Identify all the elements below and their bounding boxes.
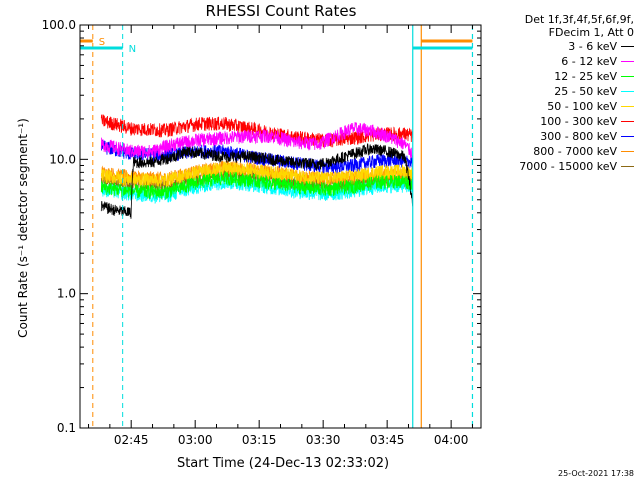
legend-entry-label: 300 - 800 keV (540, 130, 617, 143)
legend-entry-label: 100 - 300 keV (540, 115, 617, 128)
legend-swatch (621, 61, 634, 62)
series-layer (100, 114, 413, 219)
legend-rows: 3 - 6 keV 6 - 12 keV 12 - 25 keV 25 - 50 ke… (474, 39, 634, 174)
legend-header-detectors: Det 1f,3f,4f,5f,6f,9f, (524, 13, 634, 26)
legend-entry: 800 - 7000 keV (474, 144, 634, 159)
marker-label-s: S (99, 37, 105, 48)
legend-entry-label: 6 - 12 keV (561, 55, 617, 68)
legend-entry: 6 - 12 keV (474, 54, 634, 69)
x-tick-label: 03:15 (242, 433, 277, 447)
x-tick-label: 02:45 (114, 433, 149, 447)
legend-entry-label: 7000 - 15000 keV (519, 160, 617, 173)
x-axis-label: Start Time (24-Dec-13 02:33:02) (177, 456, 389, 471)
legend: Det 1f,3f,4f,5f,6f,9f, FDecim 1, Att 0 3… (474, 13, 634, 174)
legend-header-decim: FDecim 1, Att 0 (548, 26, 634, 39)
y-tick-label: 0.1 (57, 421, 76, 435)
legend-swatch (621, 76, 634, 77)
legend-entry: 3 - 6 keV (474, 39, 634, 54)
legend-entry: 7000 - 15000 keV (474, 159, 634, 174)
x-tick-label: 03:45 (370, 433, 405, 447)
y-tick-label: 100.0 (42, 18, 76, 32)
chart-title: RHESSI Count Rates (206, 2, 357, 20)
x-tick-label: 03:30 (306, 433, 341, 447)
legend-swatch (621, 91, 634, 92)
legend-entry-label: 3 - 6 keV (568, 40, 617, 53)
legend-swatch (621, 121, 634, 122)
legend-entry: 50 - 100 keV (474, 99, 634, 114)
axis-layer: 0.1 1.0 10.0 100.0 02:45 03:00 03:15 03:30 03:45… (42, 18, 481, 447)
x-tick-label: 04:00 (434, 433, 469, 447)
y-tick-label: 1.0 (57, 287, 76, 301)
legend-entry: 12 - 25 keV (474, 69, 634, 84)
legend-entry: 25 - 50 keV (474, 84, 634, 99)
series-line-3-6kev (100, 143, 413, 219)
legend-entry-label: 25 - 50 keV (554, 85, 617, 98)
legend-entry-label: 12 - 25 keV (554, 70, 617, 83)
timestamp: 25-Oct-2021 17:38 (558, 469, 634, 478)
legend-swatch (621, 46, 634, 47)
legend-swatch (621, 136, 634, 137)
legend-swatch (621, 106, 634, 107)
series-line-50-100kev (100, 161, 413, 188)
legend-entry-label: 50 - 100 keV (547, 100, 617, 113)
y-tick-label: 10.0 (49, 152, 76, 166)
legend-entry: 300 - 800 keV (474, 129, 634, 144)
legend-entry: 100 - 300 keV (474, 114, 634, 129)
legend-swatch (621, 151, 634, 152)
legend-entry-label: 800 - 7000 keV (533, 145, 617, 158)
marker-layer: SN (80, 25, 474, 428)
series-line-12-25kev (100, 171, 413, 200)
marker-label-n: N (129, 44, 136, 55)
x-tick-label: 03:00 (178, 433, 213, 447)
y-axis-label: Count Rate (s⁻¹ detector segment⁻¹) (16, 118, 30, 338)
series-line-6-12kev (100, 122, 413, 159)
legend-swatch (621, 166, 634, 167)
